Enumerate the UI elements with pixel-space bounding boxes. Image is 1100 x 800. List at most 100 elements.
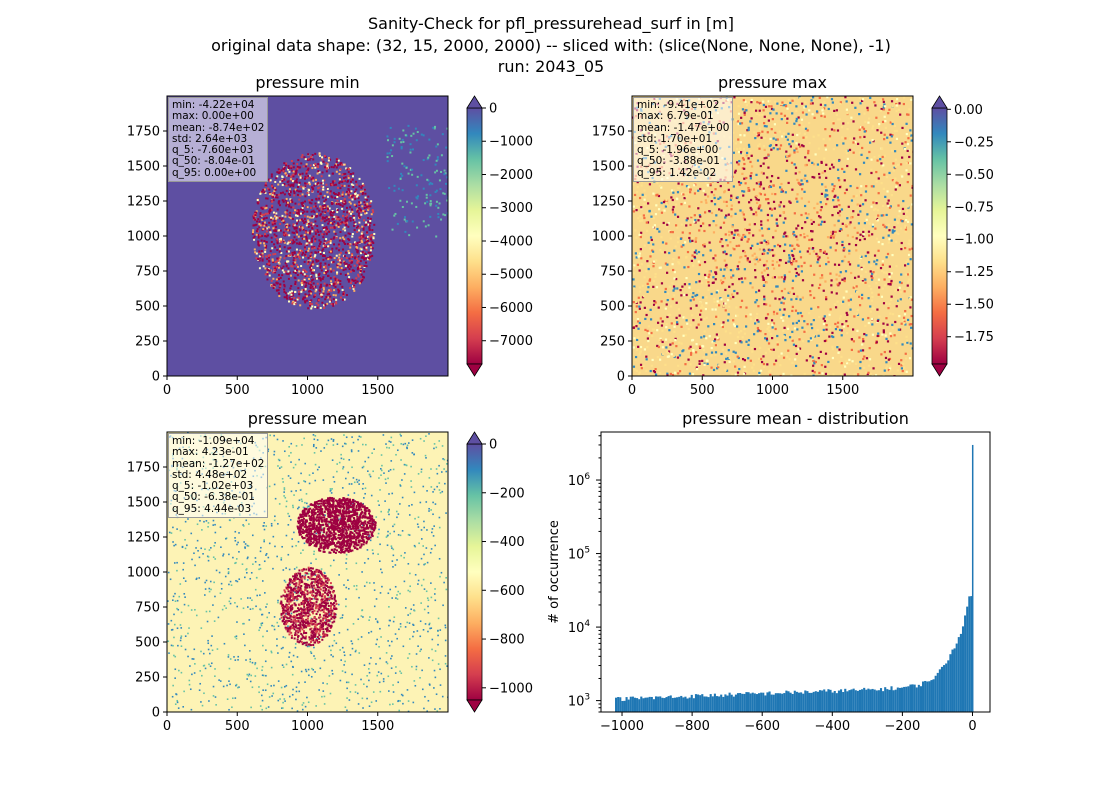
histogram-bar [724, 694, 727, 712]
histogram-bar [877, 690, 880, 712]
panel-title: pressure max [718, 73, 827, 92]
histogram-bar [781, 693, 784, 712]
histogram-bar [764, 695, 767, 712]
histogram-bar [863, 687, 866, 712]
y-tick-label: 250 [135, 671, 160, 686]
colorbar-tick-label: −1.25 [954, 265, 994, 280]
histogram-bar [739, 693, 742, 712]
histogram-panel: pressure mean - distribution −1000 −800 −60… [547, 409, 991, 734]
histogram-bar [949, 654, 952, 712]
histogram-bar [951, 649, 954, 712]
histogram-bar [722, 696, 725, 712]
colorbar-extend-top [466, 431, 483, 445]
histogram-bar [694, 694, 698, 712]
histogram-bar [875, 690, 878, 712]
stats-line: max: 6.79e-01 [637, 110, 714, 123]
histogram-bar [713, 693, 716, 712]
histogram-bar [692, 698, 695, 712]
histogram-bar [718, 696, 721, 712]
histogram-bar [728, 692, 731, 712]
histogram-bar [675, 697, 679, 712]
x-tick-label: −400 [814, 719, 850, 734]
histogram-bar [953, 648, 956, 712]
y-tick-label: 1500 [127, 160, 160, 175]
histogram-bar [911, 684, 914, 712]
histogram-bar [747, 692, 750, 712]
histogram-bar [837, 690, 841, 712]
x-tick-label: 500 [225, 719, 250, 734]
histogram-bar [955, 643, 958, 712]
histogram-bar [898, 687, 901, 712]
histogram-bar [961, 626, 965, 712]
histogram-bar [680, 695, 683, 712]
y-tick-label: 0 [152, 706, 160, 721]
y-tick-label: 1000 [592, 230, 625, 245]
stats-line: q_95: 1.42e-02 [637, 166, 717, 179]
stats-line: std: 2.64e+03 [172, 132, 248, 145]
y-tick-label: 250 [135, 335, 160, 350]
histogram-bar [823, 689, 826, 712]
histogram-bar [730, 694, 733, 712]
y-tick-label: 105 [568, 546, 590, 563]
x-tick-label: −800 [674, 719, 710, 734]
histogram-bar [734, 694, 737, 712]
y-tick-label: 1250 [592, 195, 625, 210]
colorbar-tick-label: −4000 [489, 234, 533, 249]
histogram-bar [615, 697, 618, 712]
histogram-bar [850, 689, 853, 712]
histogram-bar [745, 692, 748, 712]
histogram-bar [736, 693, 740, 712]
y-tick-label: 1500 [127, 496, 160, 511]
y-tick-label: 0 [617, 370, 625, 385]
histogram-bar [808, 692, 811, 712]
colorbar [931, 107, 948, 365]
histogram-bar [749, 693, 752, 712]
histogram-bar [873, 689, 876, 712]
axes-frame [600, 431, 991, 713]
histogram-bar [650, 696, 653, 712]
histogram-bar [629, 696, 632, 712]
histogram-bar [697, 694, 700, 712]
x-tick-label: 500 [225, 383, 250, 398]
x-tick-label: −600 [744, 719, 780, 734]
suptitle-line-1: Sanity-Check for pfl_pressurehead_surf i… [368, 14, 734, 34]
histogram-bar [871, 688, 874, 712]
x-tick-label: 0 [968, 719, 976, 734]
histogram-bar [896, 687, 899, 712]
heatmap-panel-pressure-min: pressure min 0 500 1000 1500 0 250 500 750 1000 12… [127, 73, 533, 398]
colorbar-extend-top [931, 95, 948, 109]
histogram-bar [919, 686, 923, 712]
y-tick-label: 103 [568, 693, 590, 710]
histogram-bar [619, 697, 622, 712]
histogram-bar [787, 691, 790, 712]
colorbar-tick-label: −400 [489, 535, 525, 550]
x-tick-label: 1000 [291, 383, 324, 398]
histogram-bar [774, 693, 777, 712]
histogram-bar [825, 691, 828, 712]
y-tick-label: 104 [568, 619, 591, 636]
stats-box: min: -1.09e+04 max: 4.23e-01 mean: -1.27e+… [168, 433, 269, 519]
histogram-bar [703, 696, 706, 712]
colorbar-tick-label: −6000 [489, 301, 533, 316]
colorbar-tick-label: −5000 [489, 268, 533, 283]
stats-line: q_5: -7.60e+03 [172, 144, 254, 157]
histogram-bar [720, 694, 723, 712]
histogram-bar [789, 692, 792, 712]
stats-line: q_5: -1.02e+03 [172, 480, 254, 493]
y-tick-label: 1500 [592, 160, 625, 175]
histogram-bar [970, 596, 973, 712]
histogram-bar [682, 697, 685, 712]
histogram-bar [657, 696, 660, 712]
stats-line: q_50: -3.88e-01 [637, 155, 720, 168]
panel-title: pressure mean [248, 409, 368, 428]
colorbar-extend-bottom [931, 363, 948, 377]
y-tick-label: 500 [600, 300, 625, 315]
histogram-bar [913, 684, 916, 712]
colorbar-extend-top [466, 95, 483, 109]
histogram-bar [802, 693, 805, 712]
histogram-bar [760, 692, 763, 712]
histogram-bar [659, 696, 662, 712]
histogram-bar [966, 606, 969, 712]
heatmap-panel-pressure-mean: pressure mean 0 500 1000 1500 0 250 500 750 1000 1… [127, 409, 533, 734]
stats-line: max: 0.00e+00 [172, 110, 254, 123]
